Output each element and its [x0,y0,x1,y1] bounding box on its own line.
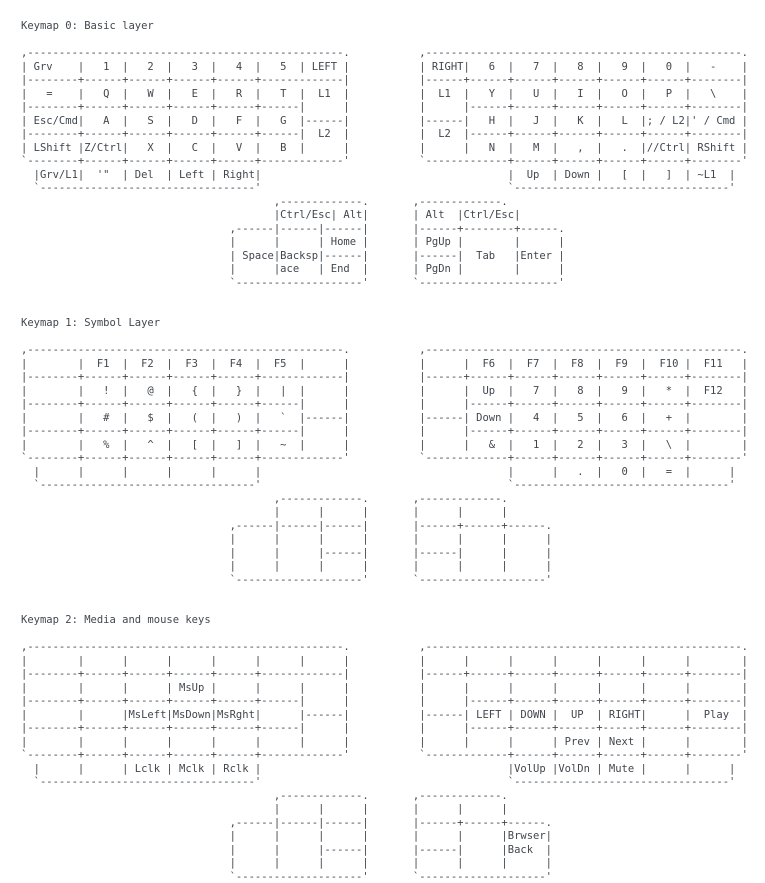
keymap-1-section: Keymap 1: Symbol Layer ,----------------… [21,317,765,587]
keymap-0-ascii-art: ,---------------------------------------… [21,47,748,289]
keymap-0-heading: Keymap 0: Basic layer [21,20,154,32]
keymap-0-section: Keymap 0: Basic layer ,-----------------… [21,20,765,290]
keymap-1-ascii-art: ,---------------------------------------… [21,344,748,586]
keymap-2-ascii-art: ,---------------------------------------… [21,641,748,883]
keymap-2-heading: Keymap 2: Media and mouse keys [21,614,211,626]
keymap-1-heading: Keymap 1: Symbol Layer [21,317,161,329]
keymap-2-section: Keymap 2: Media and mouse keys ,--------… [21,614,765,883]
